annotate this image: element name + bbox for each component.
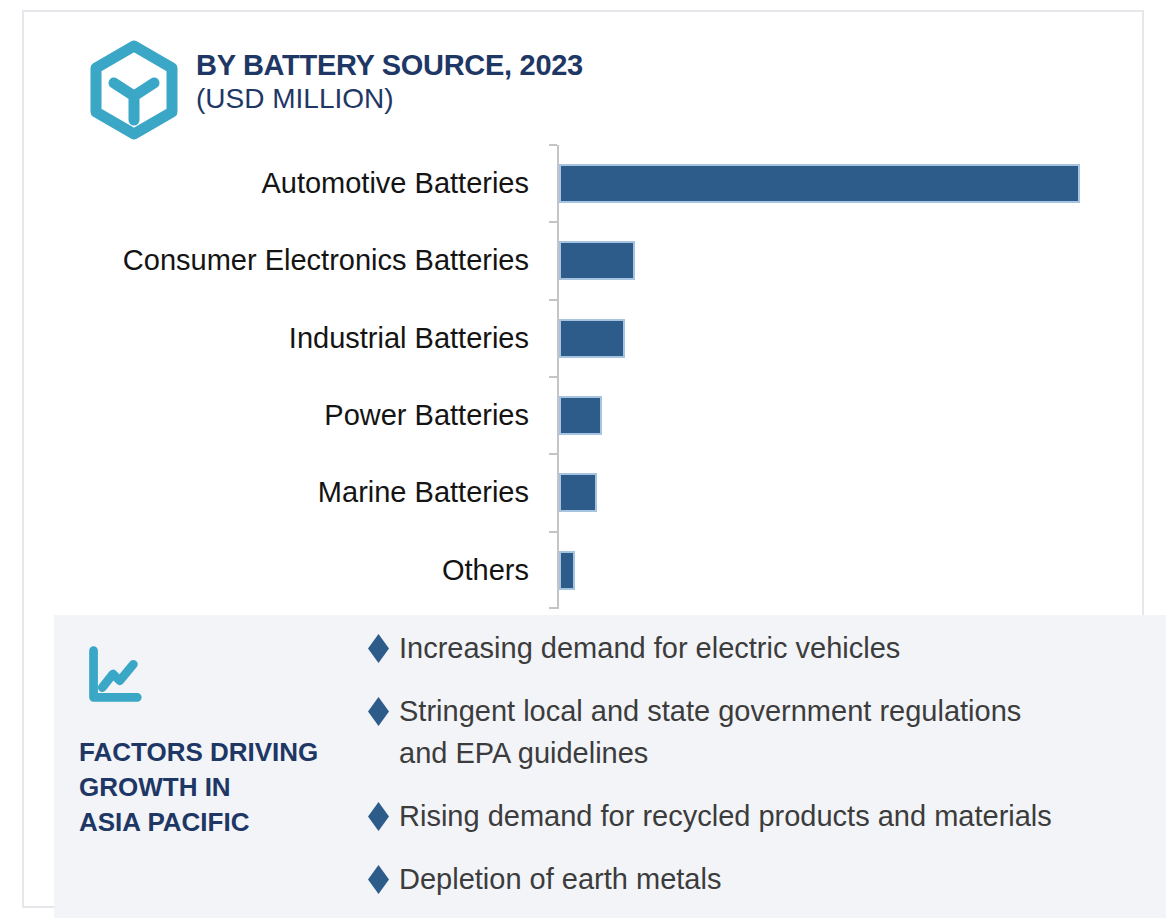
chart-row: Consumer Electronics Batteries [54,222,1164,299]
bar [559,396,602,435]
category-label: Automotive Batteries [54,145,557,222]
diamond-bullet-icon [368,865,389,894]
factor-item: Depletion of earth metals [368,858,1168,900]
bar-chart: Automotive Batteries Consumer Electronic… [54,145,1164,609]
diamond-bullet-icon [368,697,389,726]
bar-track [557,532,1164,609]
factor-text: Stringent local and state government reg… [399,690,1021,774]
bar [559,164,1080,203]
bar [559,473,597,512]
chart-row: Marine Batteries [54,454,1164,531]
bar [559,319,625,358]
bar [559,551,575,590]
diamond-bullet-icon [368,802,389,831]
factor-item: Stringent local and state government reg… [368,690,1168,774]
page-subtitle: (USD MILLION) [196,82,583,116]
infographic-canvas: BY BATTERY SOURCE, 2023 (USD MILLION) Au… [0,0,1170,920]
factor-text: Depletion of earth metals [399,858,721,900]
category-label: Others [54,532,557,609]
factors-panel: FACTORS DRIVING GROWTH IN ASIA PACIFIC I… [54,615,1166,918]
factor-text: Increasing demand for electric vehicles [399,627,900,669]
factor-text: Rising demand for recycled products and … [399,795,1052,837]
factors-heading-line: FACTORS DRIVING [79,735,318,770]
category-label: Industrial Batteries [54,300,557,377]
title-block: BY BATTERY SOURCE, 2023 (USD MILLION) [196,48,583,116]
factor-item: Increasing demand for electric vehicles [368,627,1168,669]
chart-row: Automotive Batteries [54,145,1164,222]
category-label: Power Batteries [54,377,557,454]
bar-track [557,145,1164,222]
factors-heading-line: ASIA PACIFIC [79,805,318,840]
factors-heading-line: GROWTH IN [79,770,318,805]
chart-row: Industrial Batteries [54,300,1164,377]
line-chart-icon [78,639,146,707]
category-label: Consumer Electronics Batteries [54,222,557,299]
page-title: BY BATTERY SOURCE, 2023 [196,48,583,82]
hexagon-cube-icon [84,40,184,140]
bar-track [557,454,1164,531]
chart-row: Power Batteries [54,377,1164,454]
category-label: Marine Batteries [54,454,557,531]
chart-row: Others [54,532,1164,609]
bar [559,241,635,280]
factor-item: Rising demand for recycled products and … [368,795,1168,837]
factors-heading: FACTORS DRIVING GROWTH IN ASIA PACIFIC [79,735,318,840]
factor-list: Increasing demand for electric vehicles … [368,627,1168,920]
bar-track [557,377,1164,454]
diamond-bullet-icon [368,634,389,663]
figure-frame: BY BATTERY SOURCE, 2023 (USD MILLION) Au… [22,10,1144,908]
bar-track [557,300,1164,377]
bar-track [557,222,1164,299]
